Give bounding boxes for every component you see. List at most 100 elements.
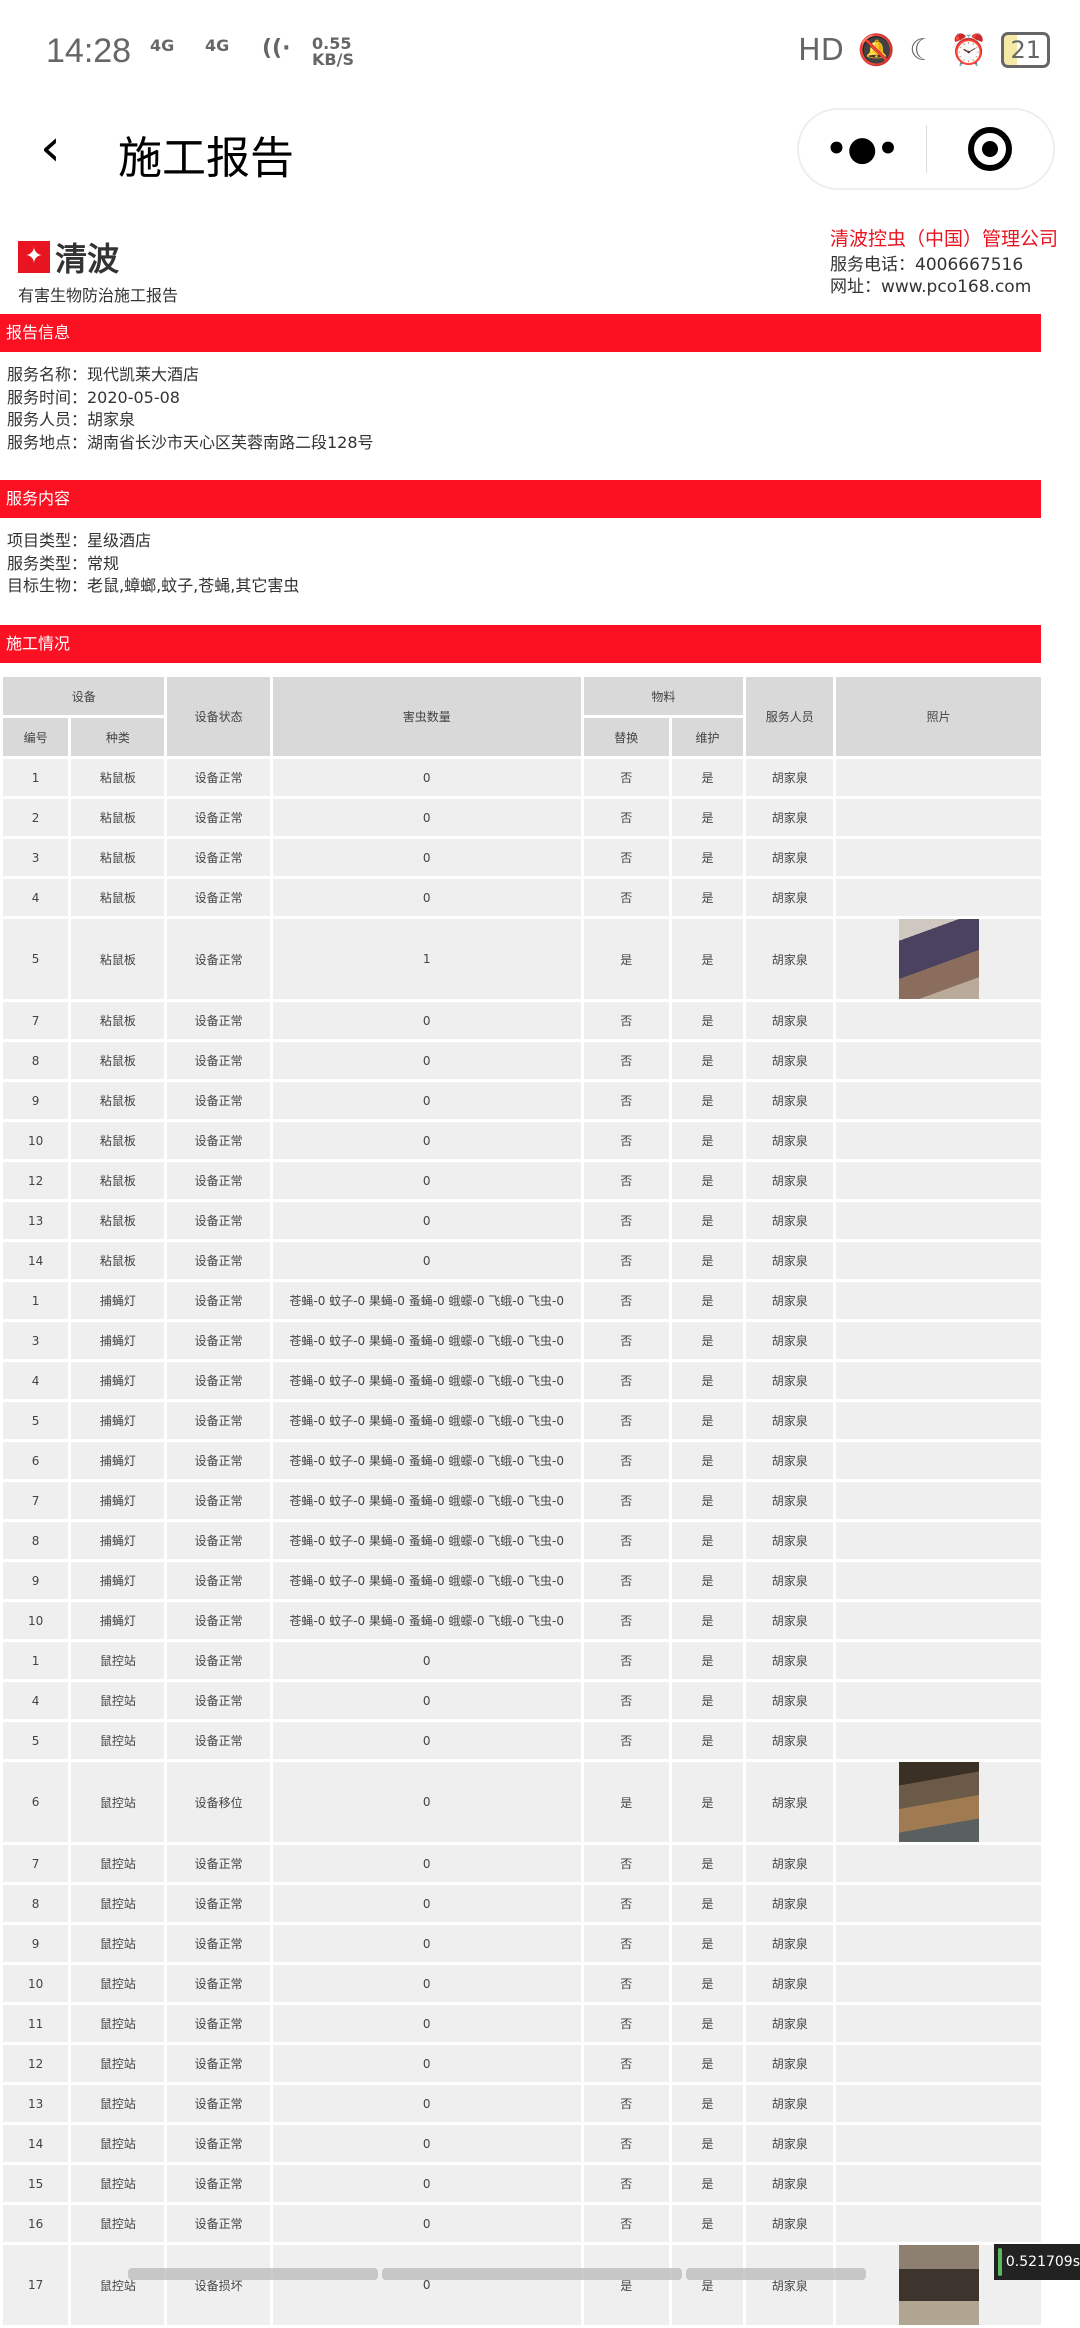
net-speed: 0.55 KB/S bbox=[312, 34, 354, 69]
cell-photo bbox=[836, 1122, 1041, 1159]
cell-maintain: 是 bbox=[671, 1442, 744, 1479]
table-row: 3 捕蝇灯 设备正常 苍蝇-0 蚊子-0 果蝇-0 蚤蝇-0 蛾蠓-0 飞蛾-0 飞虫… bbox=[3, 1322, 1041, 1359]
cell-number: 2 bbox=[3, 799, 69, 836]
cell-staff: 胡家泉 bbox=[746, 1402, 834, 1439]
table-row: 4 鼠控站 设备正常 0 否是胡家泉 bbox=[3, 1682, 1041, 1719]
more-button[interactable]: •●• bbox=[825, 129, 899, 169]
cell-maintain: 是 bbox=[671, 1762, 744, 1842]
cell-status: 设备正常 bbox=[167, 2125, 270, 2162]
cell-maintain: 是 bbox=[671, 839, 744, 876]
horizontal-scrollbar[interactable] bbox=[382, 2268, 682, 2280]
cell-maintain: 是 bbox=[671, 879, 744, 916]
cell-pest-count: 0 bbox=[272, 1762, 581, 1842]
cell-type: 鼠控站 bbox=[71, 2205, 165, 2242]
cell-staff: 胡家泉 bbox=[746, 1602, 834, 1639]
table-row: 7 鼠控站 设备正常 0 否是胡家泉 bbox=[3, 1845, 1041, 1882]
cell-pest-count: 0 bbox=[272, 2205, 581, 2242]
cell-photo bbox=[836, 1202, 1041, 1239]
report-info-list: 服务名称：现代凯莱大酒店 服务时间：2020-05-08 服务人员：胡家泉 服务… bbox=[7, 364, 374, 454]
cell-photo bbox=[836, 1482, 1041, 1519]
cell-status: 设备正常 bbox=[167, 1682, 270, 1719]
company-name: 清波控虫（中国）管理公司 bbox=[830, 228, 1059, 250]
moon-icon: ☾ bbox=[909, 32, 937, 68]
cell-replace: 否 bbox=[583, 2165, 669, 2202]
cell-status: 设备正常 bbox=[167, 1282, 270, 1319]
cell-photo[interactable] bbox=[836, 1762, 1041, 1842]
table-row: 15 鼠控站 设备正常 0 否是胡家泉 bbox=[3, 2165, 1041, 2202]
cell-maintain: 是 bbox=[671, 1482, 744, 1519]
cell-number: 10 bbox=[3, 1965, 69, 2002]
cell-type: 鼠控站 bbox=[71, 1722, 165, 1759]
cell-number: 11 bbox=[3, 2005, 69, 2042]
table-row: 12 鼠控站 设备正常 0 否是胡家泉 bbox=[3, 2045, 1041, 2082]
cell-maintain: 是 bbox=[671, 1602, 744, 1639]
cell-type: 鼠控站 bbox=[71, 1682, 165, 1719]
cell-status: 设备正常 bbox=[167, 879, 270, 916]
cell-number: 3 bbox=[3, 839, 69, 876]
cell-number: 13 bbox=[3, 2085, 69, 2122]
cell-replace: 否 bbox=[583, 1162, 669, 1199]
cell-number: 8 bbox=[3, 1522, 69, 1559]
cell-replace: 否 bbox=[583, 1362, 669, 1399]
table-row: 8 粘鼠板 设备正常 0 否是胡家泉 bbox=[3, 1042, 1041, 1079]
cell-type: 粘鼠板 bbox=[71, 839, 165, 876]
close-button[interactable] bbox=[927, 127, 1054, 171]
cell-type: 鼠控站 bbox=[71, 1925, 165, 1962]
cell-pest-count: 0 bbox=[272, 2125, 581, 2162]
cell-number: 5 bbox=[3, 1402, 69, 1439]
cell-staff: 胡家泉 bbox=[746, 1122, 834, 1159]
table-row: 1 捕蝇灯 设备正常 苍蝇-0 蚊子-0 果蝇-0 蚤蝇-0 蛾蠓-0 飞蛾-0 飞虫… bbox=[3, 1282, 1041, 1319]
cell-status: 设备移位 bbox=[167, 1762, 270, 1842]
cell-replace: 否 bbox=[583, 1442, 669, 1479]
cell-replace: 否 bbox=[583, 2205, 669, 2242]
cell-status: 设备正常 bbox=[167, 1845, 270, 1882]
photo-thumbnail[interactable] bbox=[898, 2245, 979, 2325]
cell-replace: 否 bbox=[583, 759, 669, 796]
cell-maintain: 是 bbox=[671, 2245, 744, 2325]
cell-replace: 否 bbox=[583, 2045, 669, 2082]
cell-staff: 胡家泉 bbox=[746, 799, 834, 836]
cell-photo bbox=[836, 1965, 1041, 2002]
table-row: 9 鼠控站 设备正常 0 否是胡家泉 bbox=[3, 1925, 1041, 1962]
back-icon[interactable]: ‹ bbox=[40, 118, 61, 178]
cell-replace: 否 bbox=[583, 1925, 669, 1962]
cell-staff: 胡家泉 bbox=[746, 2245, 834, 2325]
cell-photo bbox=[836, 2005, 1041, 2042]
cell-staff: 胡家泉 bbox=[746, 1522, 834, 1559]
cell-number: 8 bbox=[3, 1885, 69, 1922]
horizontal-scrollbar[interactable] bbox=[686, 2268, 866, 2280]
photo-thumbnail[interactable] bbox=[898, 1762, 979, 1842]
cell-status: 设备正常 bbox=[167, 1322, 270, 1359]
photo-thumbnail[interactable] bbox=[898, 919, 979, 999]
cell-staff: 胡家泉 bbox=[746, 2005, 834, 2042]
cell-staff: 胡家泉 bbox=[746, 1202, 834, 1239]
cell-type: 捕蝇灯 bbox=[71, 1402, 165, 1439]
alarm-icon: ⏰ bbox=[950, 32, 988, 68]
cell-type: 鼠控站 bbox=[71, 2005, 165, 2042]
table-row: 2 粘鼠板 设备正常 0 否是胡家泉 bbox=[3, 799, 1041, 836]
cell-number: 9 bbox=[3, 1082, 69, 1119]
cell-maintain: 是 bbox=[671, 1722, 744, 1759]
clock: 14:28 bbox=[46, 32, 132, 70]
cell-pest-count: 0 bbox=[272, 1162, 581, 1199]
cell-photo[interactable] bbox=[836, 919, 1041, 999]
cell-type: 粘鼠板 bbox=[71, 1002, 165, 1039]
cell-status: 设备正常 bbox=[167, 1602, 270, 1639]
header-replace: 替换 bbox=[583, 718, 669, 756]
cell-pest-count: 苍蝇-0 蚊子-0 果蝇-0 蚤蝇-0 蛾蠓-0 飞蛾-0 飞虫-0 bbox=[272, 1322, 581, 1359]
logo-subtitle: 有害生物防治施工报告 bbox=[18, 286, 179, 305]
cell-status: 设备正常 bbox=[167, 1202, 270, 1239]
cell-photo bbox=[836, 879, 1041, 916]
cell-pest-count: 苍蝇-0 蚊子-0 果蝇-0 蚤蝇-0 蛾蠓-0 飞蛾-0 飞虫-0 bbox=[272, 1522, 581, 1559]
cell-type: 粘鼠板 bbox=[71, 919, 165, 999]
cell-type: 粘鼠板 bbox=[71, 1202, 165, 1239]
cell-number: 14 bbox=[3, 2125, 69, 2162]
cell-replace: 否 bbox=[583, 1402, 669, 1439]
cell-type: 捕蝇灯 bbox=[71, 1562, 165, 1599]
horizontal-scrollbar[interactable] bbox=[128, 2268, 378, 2280]
mute-icon: 🔕 bbox=[857, 32, 896, 68]
cell-photo bbox=[836, 1242, 1041, 1279]
table-row: 10 粘鼠板 设备正常 0 否是胡家泉 bbox=[3, 1122, 1041, 1159]
cell-staff: 胡家泉 bbox=[746, 2085, 834, 2122]
cell-number: 17 bbox=[3, 2245, 69, 2325]
